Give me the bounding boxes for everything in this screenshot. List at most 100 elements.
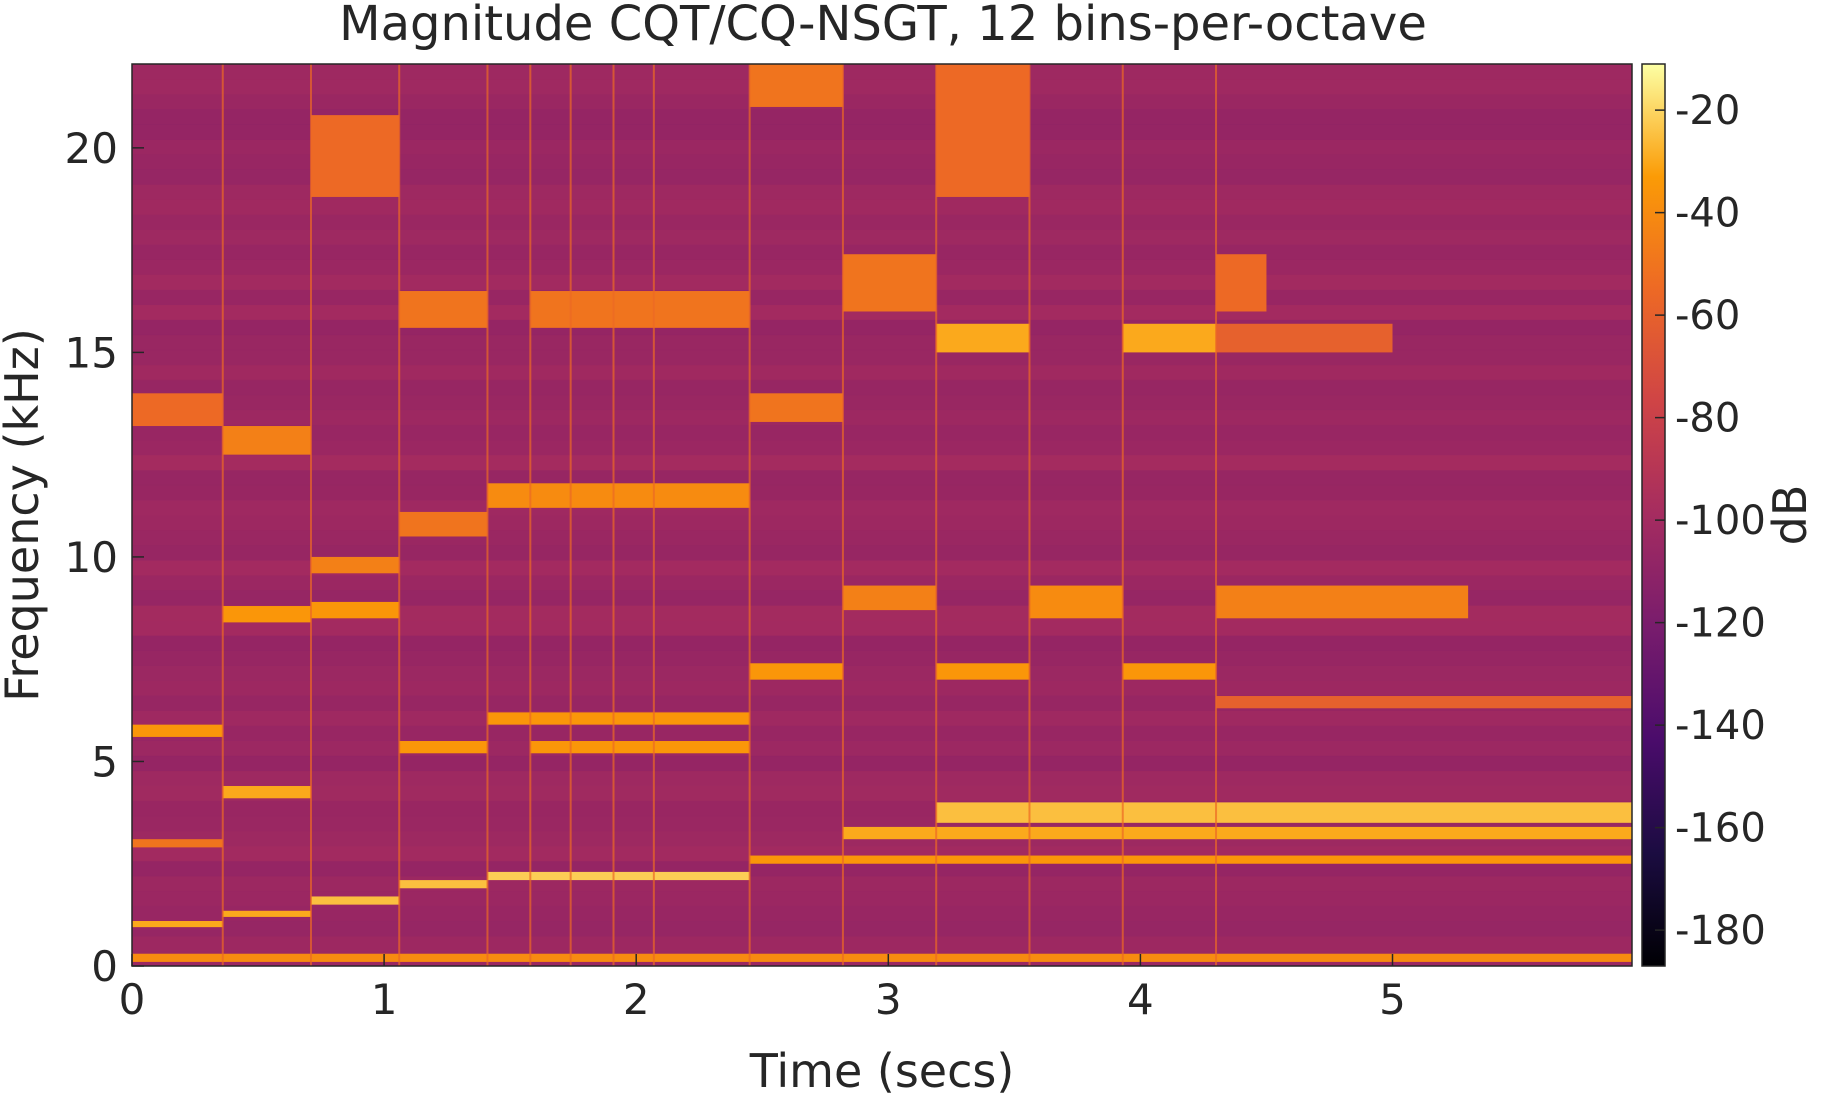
colorbar-tick-label: -120 <box>1675 601 1766 647</box>
spectral-band <box>1216 696 1632 709</box>
spectral-band <box>530 741 750 754</box>
spectral-band <box>399 291 488 328</box>
heat-cell <box>132 109 1632 125</box>
heat-cell <box>132 484 1632 501</box>
colorbar-tick-label: -100 <box>1675 498 1766 544</box>
heat-cell <box>132 770 1632 787</box>
spectral-band <box>132 953 1632 962</box>
spectral-band <box>132 724 223 737</box>
heat-cell <box>132 214 1632 230</box>
spectral-band <box>222 426 311 455</box>
spectral-band <box>310 601 400 619</box>
spectral-band <box>749 855 1632 864</box>
spectral-band <box>310 115 400 197</box>
spectral-band <box>310 896 400 905</box>
heat-cell <box>132 725 1632 741</box>
colorbar-ticks: -20 -40 -60 -80 -100 -120 -140 -160 -180 <box>1655 88 1766 954</box>
heat-cell <box>132 665 1632 681</box>
spectral-band <box>399 880 488 889</box>
heat-cell <box>132 439 1632 456</box>
y-tick-label: 10 <box>65 533 118 582</box>
x-tick-label: 3 <box>875 975 902 1024</box>
x-tick-label: 0 <box>119 975 146 1024</box>
spectral-band <box>487 483 750 508</box>
heat-cell <box>132 935 1632 952</box>
colorbar-tick-label: -140 <box>1675 703 1766 749</box>
colorbar-tick-label: -80 <box>1675 396 1740 442</box>
heat-cell <box>132 64 1632 80</box>
heat-cell <box>132 409 1632 426</box>
spectral-band <box>487 871 750 881</box>
spectral-band <box>1122 323 1217 353</box>
y-tick-label: 15 <box>65 328 118 377</box>
spectral-band <box>842 254 937 312</box>
heat-cell <box>132 635 1632 651</box>
heat-cell <box>132 199 1632 215</box>
heat-cell <box>132 229 1632 245</box>
heat-cell <box>132 499 1632 516</box>
y-axis-ticks: 0 5 10 15 20 <box>65 124 144 991</box>
heat-cell <box>132 530 1632 546</box>
plot-area <box>131 63 1633 967</box>
heat-cell <box>132 424 1632 441</box>
heat-cell <box>132 890 1632 907</box>
spectral-band <box>936 323 1030 353</box>
heat-cell <box>132 139 1632 155</box>
spectral-band <box>487 712 750 725</box>
colorbar-tick-label: -60 <box>1675 293 1740 339</box>
heat-cell <box>132 875 1632 892</box>
spectral-band <box>310 556 400 574</box>
heat-cell <box>132 319 1632 336</box>
spectral-band <box>749 663 843 680</box>
colorbar-tick-label: -40 <box>1675 191 1740 237</box>
spectral-band <box>749 393 843 422</box>
heat-cell <box>132 124 1632 140</box>
heat-cell <box>132 349 1632 366</box>
y-tick-label: 20 <box>65 124 118 173</box>
heat-cell <box>132 620 1632 636</box>
colorbar-tick-label: -20 <box>1675 88 1740 134</box>
x-axis-ticks: 0 1 2 3 4 5 <box>119 954 1406 1024</box>
spectral-band <box>132 393 223 427</box>
x-tick-label: 4 <box>1127 975 1154 1024</box>
colorbar-tick-label: -180 <box>1675 908 1766 954</box>
spectral-band <box>1216 254 1267 312</box>
x-tick-label: 5 <box>1379 975 1406 1024</box>
heat-bands <box>132 64 1632 962</box>
note-onsets <box>221 64 1218 966</box>
chart-title: Magnitude CQT/CQ-NSGT, 12 bins-per-octav… <box>339 0 1427 52</box>
spectral-band <box>842 826 1632 840</box>
heat-cell <box>132 680 1632 696</box>
x-tick-label: 2 <box>623 975 650 1024</box>
heat-cell <box>132 785 1632 802</box>
heat-cell <box>132 454 1632 471</box>
heat-cell <box>132 379 1632 396</box>
x-tick-label: 1 <box>371 975 398 1024</box>
colorbar: -20 -40 -60 -80 -100 -120 -140 -160 -180 dB <box>1641 63 1817 967</box>
spectral-band <box>1216 323 1393 353</box>
colorbar-label: dB <box>1763 485 1817 546</box>
colorbar-tick-label: -160 <box>1675 806 1766 852</box>
plot-frame <box>131 63 1633 967</box>
spectral-band <box>749 64 843 107</box>
spectral-band <box>936 663 1030 680</box>
heat-cell <box>132 650 1632 666</box>
x-axis-label: Time (secs) <box>749 1044 1015 1098</box>
colorbar-scale <box>1641 63 1666 967</box>
heat-cell <box>132 184 1632 200</box>
spectral-band <box>222 786 311 799</box>
spectral-band <box>1029 585 1123 619</box>
spectral-band <box>222 910 311 917</box>
heat-cell <box>132 94 1632 110</box>
spectral-band <box>936 802 1632 823</box>
heat-cell <box>132 79 1632 95</box>
heat-cell <box>132 169 1632 185</box>
spectral-band <box>1122 663 1217 680</box>
spectral-band <box>936 64 1030 197</box>
heat-cell <box>132 545 1632 561</box>
heat-cell <box>132 334 1632 351</box>
heat-cell <box>132 394 1632 411</box>
spectral-band <box>399 511 488 537</box>
y-tick-label: 5 <box>91 737 118 786</box>
